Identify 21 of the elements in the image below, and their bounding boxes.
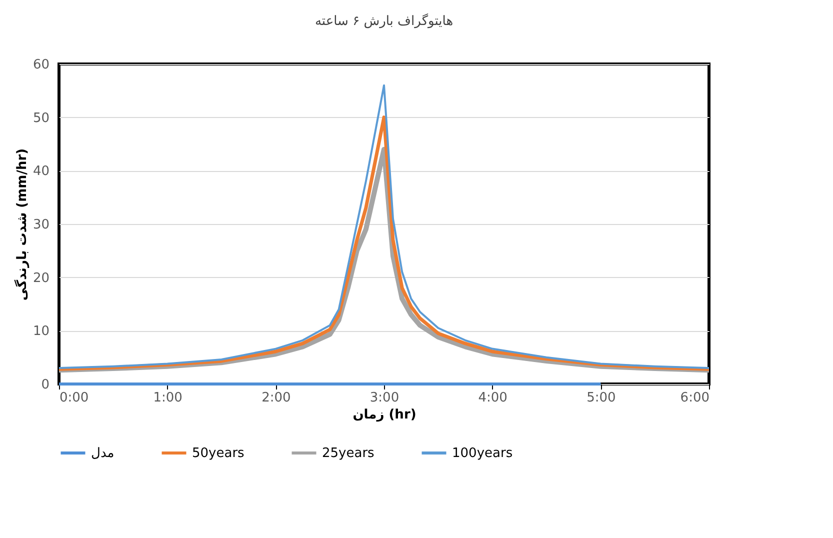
y-tick-label: 10: [32, 324, 50, 340]
legend-label: مدل: [91, 446, 114, 461]
chart-title: هایتوگراف بارش ۶ ساعته: [314, 13, 454, 29]
y-tick-label: 20: [32, 270, 50, 286]
x-tick-label: 3:00: [370, 390, 400, 406]
legend-label: 100years: [452, 446, 513, 461]
legend-label: 25years: [322, 446, 375, 461]
y-tick-label: 30: [32, 218, 50, 232]
y-axis-title: شدت بارندگی (mm/hr): [14, 148, 30, 301]
x-tick-label: 5:00: [586, 390, 616, 406]
y-tick-label: 50: [32, 110, 50, 126]
x-tick-label: 0:00: [60, 390, 89, 406]
y-tick-label: 60: [32, 58, 50, 72]
y-tick-label: 0: [41, 378, 50, 392]
x-tick-label: 6:00: [680, 390, 710, 406]
x-axis-title: زمان (hr): [352, 408, 416, 422]
x-tick-label: 2:00: [262, 390, 291, 406]
x-tick-label: 4:00: [478, 390, 508, 406]
legend-label: 50years: [192, 446, 245, 461]
y-tick-label: 40: [32, 164, 50, 180]
x-tick-label: 1:00: [153, 390, 182, 406]
